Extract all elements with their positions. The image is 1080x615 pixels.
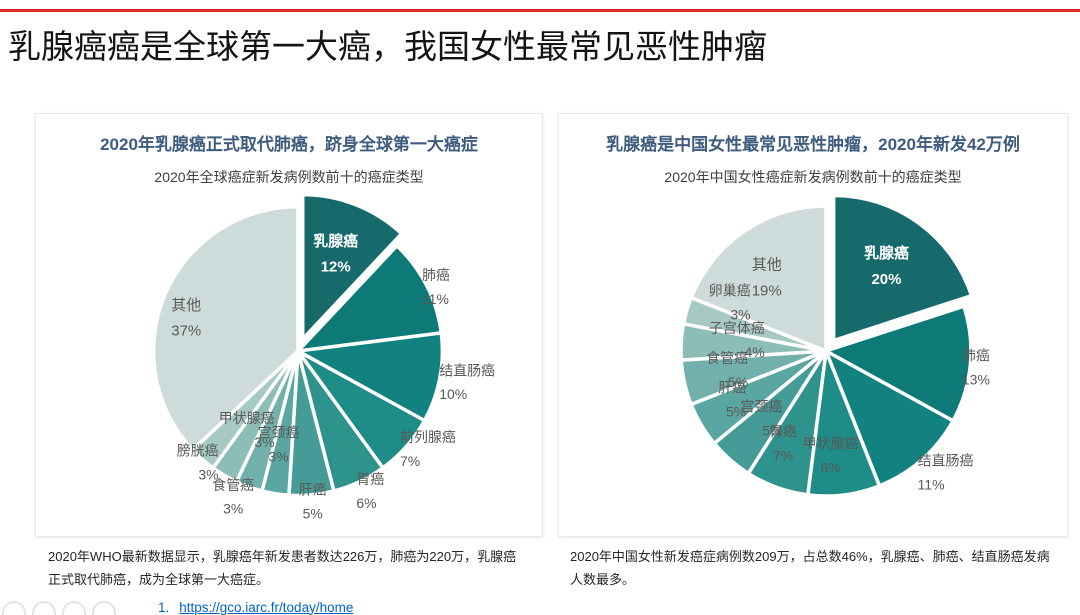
source-link-row: 1. https://gco.iarc.fr/today/home xyxy=(48,596,528,615)
slide-title: 乳腺癌癌是全球第一大癌，我国女性最常见恶性肿瘤 xyxy=(8,28,767,65)
pie-slice-percent: 5% xyxy=(726,404,746,420)
pie-slice xyxy=(689,204,828,353)
pie-slice-name: 其他 xyxy=(752,256,782,273)
pie-slice-percent: 11% xyxy=(422,291,449,307)
global-footnote: 2020年WHO最新数据显示，乳腺癌年新发患者数达226万，肺癌为220万，乳腺… xyxy=(48,546,528,615)
pie-slice-percent: 13% xyxy=(962,372,990,388)
pie-slice-percent: 3% xyxy=(730,306,750,322)
pie-slice-name: 结直肠癌 xyxy=(439,362,495,378)
pie-slice-name: 卵巢癌 xyxy=(709,282,751,298)
pie-slice-name: 其他 xyxy=(171,297,201,314)
pie-slice xyxy=(824,349,955,488)
pie-slice-percent: 4% xyxy=(744,344,764,360)
pie-slice-name: 前列腺癌 xyxy=(400,429,456,445)
pie-slice-name: 结直肠癌 xyxy=(918,452,974,468)
pie-slice-percent: 3% xyxy=(198,466,218,482)
pie-slice-percent: 20% xyxy=(871,271,901,288)
pie-slice-percent: 3% xyxy=(254,434,274,450)
global-cancer-pie-chart: 乳腺癌 12% 肺癌 11% 结直肠癌 10% 前列腺癌 7% 胃癌 6% 肝癌 5% 宫颈癌 3% 食管癌… xyxy=(36,191,542,536)
pie-svg: 乳腺癌20%肺癌13%结直肠癌11%甲状腺癌8%胃癌7%宫颈癌5%肝癌5%食管癌… xyxy=(679,193,990,498)
global-cancer-panel: 2020年乳腺癌正式取代肺癌，跻身全球第一大癌症 2020年全球癌症新发病例数前… xyxy=(35,113,543,537)
pie-slice-percent: 7% xyxy=(400,453,420,469)
china-female-pie-chart: 乳腺癌 20% 肺癌 13% 结直肠癌 11% 甲状腺癌 8% 胃癌 7% 宫颈癌 5% 肝癌 5% 食管癌… xyxy=(559,191,1067,536)
pie-slice-percent: 12% xyxy=(321,259,351,276)
china-chart-subtitle: 2020年中国女性癌症新发病例数前十的癌症类型 xyxy=(664,169,962,185)
global-footnote-text: 2020年WHO最新数据显示，乳腺癌年新发患者数达226万，肺癌为220万，乳腺… xyxy=(48,549,517,587)
top-accent-line xyxy=(0,9,1080,12)
pie-slice-percent: 11% xyxy=(918,476,945,492)
pie-slice-name: 乳腺癌 xyxy=(313,232,358,250)
source-link[interactable]: https://gco.iarc.fr/today/home xyxy=(179,599,354,615)
china-female-cancer-panel: 乳腺癌是中国女性最常见恶性肿瘤，2020年新发42万例 2020年中国女性癌症新… xyxy=(558,113,1068,537)
pie-slice-name: 甲状腺癌 xyxy=(803,435,859,451)
pie-slice-percent: 7% xyxy=(773,447,793,463)
watermark-circles xyxy=(2,601,116,615)
china-footnote: 2020年中国女性新发癌症病例数209万，占总数46%，乳腺癌、肺癌、结直肠癌发… xyxy=(570,546,1062,592)
pie-slice-percent: 6% xyxy=(356,495,376,511)
pie-slice xyxy=(151,204,300,452)
pie-slice xyxy=(296,331,445,423)
pie-slice xyxy=(831,193,974,343)
pie-slice-percent: 19% xyxy=(752,282,782,299)
global-chart-subtitle: 2020年全球癌症新发病例数前十的癌症类型 xyxy=(154,169,424,185)
pie-slice-percent: 5% xyxy=(303,505,323,521)
pie-slice-name: 宫颈癌 xyxy=(740,398,782,414)
pie-slice-percent: 3% xyxy=(223,501,243,517)
pie-slice-name: 甲状腺癌 xyxy=(219,410,275,426)
pie-slice-name: 食管癌 xyxy=(706,350,748,366)
pie-slice-percent: 3% xyxy=(268,448,288,464)
pie-slice-percent: 5% xyxy=(728,374,748,390)
pie-slice-name: 膀胱癌 xyxy=(177,442,219,458)
pie-slice-name: 肺癌 xyxy=(962,348,990,364)
pie-slice-percent: 5% xyxy=(762,422,782,438)
pie-slice-name: 子宫体癌 xyxy=(709,320,765,336)
pie-slice xyxy=(296,244,443,353)
pie-slice xyxy=(824,304,973,423)
china-panel-header: 乳腺癌是中国女性最常见恶性肿瘤，2020年新发42万例 xyxy=(606,135,1020,154)
pie-slice-name: 肝癌 xyxy=(718,380,746,396)
pie-slice-name: 胃癌 xyxy=(769,423,797,439)
pie-slice-name: 乳腺癌 xyxy=(864,244,909,262)
pie-slice-name: 食管癌 xyxy=(212,477,254,493)
pie-slice-name: 宫颈癌 xyxy=(258,424,300,440)
source-link-index: 1. xyxy=(158,599,170,615)
pie-slice xyxy=(300,192,404,341)
pie-slice-name: 肺癌 xyxy=(422,267,450,283)
pie-slice-percent: 8% xyxy=(821,459,841,475)
pie-slice-name: 胃癌 xyxy=(356,471,384,487)
global-panel-header: 2020年乳腺癌正式取代肺癌，跻身全球第一大癌症 xyxy=(100,135,478,154)
china-footnote-text: 2020年中国女性新发癌症病例数209万，占总数46%，乳腺癌、肺癌、结直肠癌发… xyxy=(570,549,1050,587)
pie-slice-name: 肝癌 xyxy=(299,481,327,497)
pie-slice-percent: 10% xyxy=(439,386,467,402)
pie-slice-percent: 37% xyxy=(171,323,201,340)
